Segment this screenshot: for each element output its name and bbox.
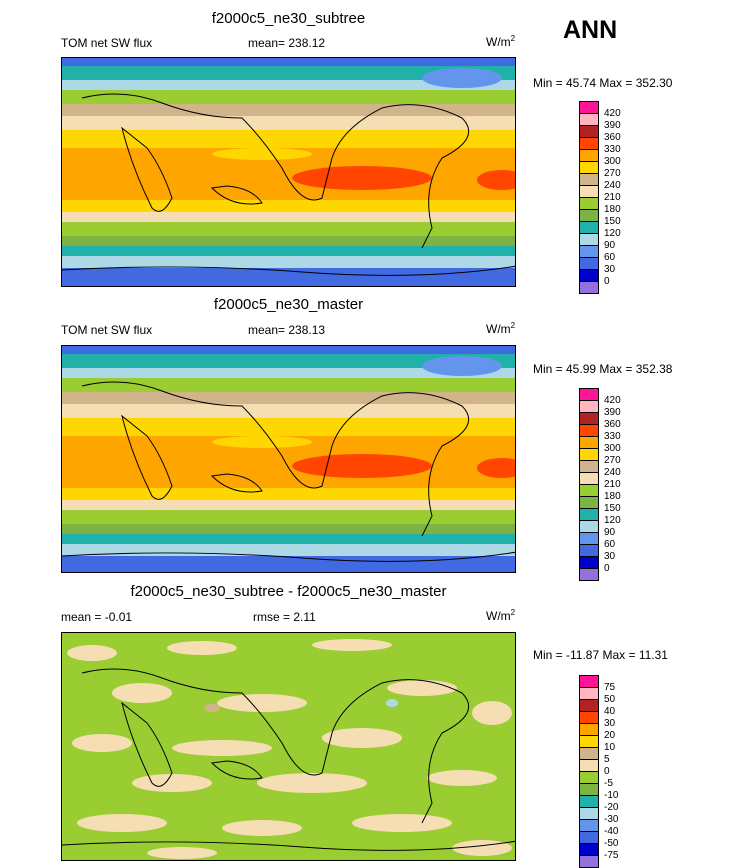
colorbar-tick-label: 60 bbox=[604, 539, 616, 550]
panel-1-variable: TOM net SW flux bbox=[61, 36, 153, 50]
colorbar-tick-label: 360 bbox=[604, 132, 621, 143]
colorbar-tick-label: 30 bbox=[604, 264, 616, 275]
panel-2-title: f2000c5_ne30_master bbox=[213, 296, 364, 313]
colorbar-tick-label: -10 bbox=[604, 790, 619, 801]
panel-2-range: Min = 45.99 Max = 352.38 bbox=[533, 362, 673, 376]
panel-2-map bbox=[61, 345, 516, 573]
colorbar-tick-label: 210 bbox=[604, 192, 621, 203]
colorbar-tick-label: 150 bbox=[604, 503, 621, 514]
panel-2-colorbar bbox=[579, 388, 599, 581]
panel-1-range: Min = 45.74 Max = 352.30 bbox=[533, 76, 673, 90]
colorbar-tick-label: -50 bbox=[604, 838, 619, 849]
colorbar-tick-label: 30 bbox=[604, 551, 616, 562]
colorbar-tick-label: 0 bbox=[604, 563, 610, 574]
panel-1-units: W/m2 bbox=[486, 34, 516, 49]
colorbar-tick-label: 300 bbox=[604, 443, 621, 454]
colorbar-tick-label: 330 bbox=[604, 431, 621, 442]
colorbar-tick-label: 75 bbox=[604, 682, 616, 693]
colorbar-tick-label: 90 bbox=[604, 527, 616, 538]
panel-3-mean: mean = -0.01 bbox=[61, 610, 133, 624]
colorbar-tick-label: 210 bbox=[604, 479, 621, 490]
colorbar-tick-label: 120 bbox=[604, 515, 621, 526]
colorbar-box bbox=[579, 855, 599, 868]
colorbar-tick-label: 60 bbox=[604, 252, 616, 263]
colorbar-tick-label: 30 bbox=[604, 718, 616, 729]
panel-3-rmse: rmse = 2.11 bbox=[253, 610, 316, 624]
colorbar-tick-label: 20 bbox=[604, 730, 616, 741]
colorbar-tick-label: 420 bbox=[604, 395, 621, 406]
colorbar-tick-label: 240 bbox=[604, 467, 621, 478]
colorbar-tick-label: -20 bbox=[604, 802, 619, 813]
panel-3-map-svg bbox=[62, 633, 515, 860]
season-label: ANN bbox=[563, 16, 618, 44]
panel-2-units: W/m2 bbox=[486, 321, 516, 336]
colorbar-tick-label: 40 bbox=[604, 706, 616, 717]
panel-1-map-svg bbox=[62, 58, 515, 286]
colorbar-tick-label: 330 bbox=[604, 144, 621, 155]
panel-1-title: f2000c5_ne30_subtree bbox=[211, 10, 366, 27]
colorbar-tick-label: -40 bbox=[604, 826, 619, 837]
panel-3-range: Min = -11.87 Max = 11.31 bbox=[533, 648, 668, 662]
colorbar-tick-label: 420 bbox=[604, 108, 621, 119]
colorbar-tick-label: -5 bbox=[604, 778, 613, 789]
panel-1-map bbox=[61, 57, 516, 287]
colorbar-tick-label: -75 bbox=[604, 850, 619, 861]
panel-3-units: W/m2 bbox=[486, 608, 516, 623]
panel-2-mean: mean= 238.13 bbox=[248, 323, 326, 337]
colorbar-tick-label: 360 bbox=[604, 419, 621, 430]
colorbar-tick-label: 90 bbox=[604, 240, 616, 251]
colorbar-tick-label: 270 bbox=[604, 168, 621, 179]
panel-2-map-svg bbox=[62, 346, 515, 572]
colorbar-tick-label: 270 bbox=[604, 455, 621, 466]
panel-3-colorbar bbox=[579, 675, 599, 868]
panel-1-colorbar bbox=[579, 101, 599, 294]
colorbar-tick-label: 150 bbox=[604, 216, 621, 227]
colorbar-tick-label: 120 bbox=[604, 228, 621, 239]
panel-3-map bbox=[61, 632, 516, 861]
colorbar-tick-label: 0 bbox=[604, 276, 610, 287]
colorbar-box bbox=[579, 281, 599, 294]
colorbar-tick-label: 390 bbox=[604, 407, 621, 418]
colorbar-tick-label: 5 bbox=[604, 754, 610, 765]
colorbar-tick-label: 50 bbox=[604, 694, 616, 705]
colorbar-box bbox=[579, 568, 599, 581]
colorbar-tick-label: 180 bbox=[604, 204, 621, 215]
colorbar-tick-label: 0 bbox=[604, 766, 610, 777]
colorbar-tick-label: 390 bbox=[604, 120, 621, 131]
colorbar-tick-label: 240 bbox=[604, 180, 621, 191]
colorbar-tick-label: 300 bbox=[604, 156, 621, 167]
panel-1-mean: mean= 238.12 bbox=[248, 36, 326, 50]
panel-2-variable: TOM net SW flux bbox=[61, 323, 153, 337]
panel-3-title: f2000c5_ne30_subtree - f2000c5_ne30_mast… bbox=[130, 583, 447, 600]
colorbar-tick-label: 180 bbox=[604, 491, 621, 502]
colorbar-tick-label: -30 bbox=[604, 814, 619, 825]
colorbar-tick-label: 10 bbox=[604, 742, 616, 753]
